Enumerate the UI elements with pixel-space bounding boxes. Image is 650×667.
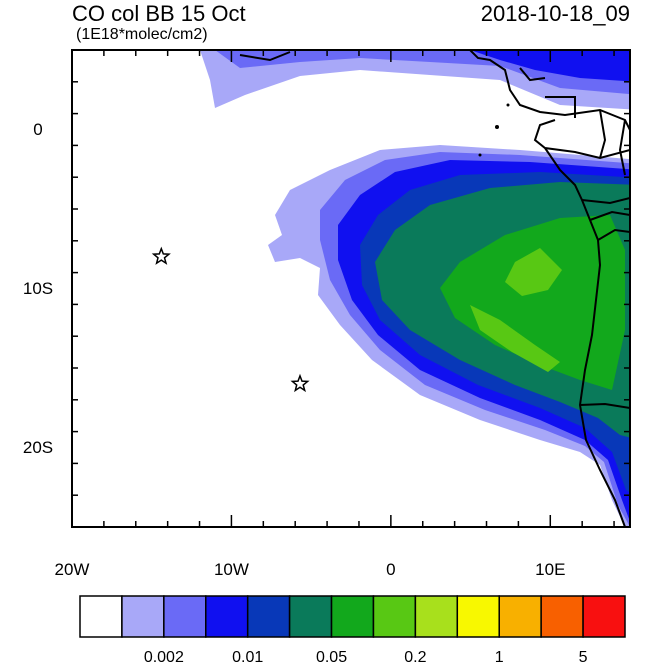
colorbar-label: 1 [494, 649, 504, 666]
co-plume-lightgreen-1 [505, 248, 562, 296]
colorbar-label: 5 [578, 649, 588, 666]
station-markers [151, 246, 310, 393]
datetime-label: 2018-10-18_09 [480, 1, 630, 26]
colorbar-swatch [205, 595, 249, 638]
border-north-1 [545, 96, 576, 118]
coastline-west-africa [469, 50, 630, 131]
x-tick-label: 10E [535, 560, 566, 579]
colorbar-swatch [330, 595, 375, 638]
units-label: (1E18*molec/cm2) [76, 26, 208, 43]
island-sao-tome [478, 153, 482, 157]
co-white-gap [455, 86, 630, 160]
y-tick-label: 0 [33, 119, 43, 139]
border-east [618, 119, 626, 176]
colorbar-label: 0.2 [404, 649, 427, 666]
x-tick-label: 0 [386, 560, 396, 579]
border-congo [597, 228, 630, 241]
x-tick-label: 20W [54, 560, 90, 579]
star-marker-st-helena [290, 373, 310, 393]
map-title: CO col BB 15 Oct [72, 1, 246, 26]
y-tick-label: 20S [22, 437, 54, 457]
colorbar [79, 595, 626, 638]
colorbar-swatch [456, 595, 500, 638]
colorbar-swatch [372, 595, 417, 638]
colorbar-swatch [540, 595, 584, 638]
border-north-2 [519, 67, 546, 82]
y-tick-label: 10S [22, 278, 54, 298]
border-gulf [581, 197, 630, 205]
colorbar-swatch [498, 595, 542, 638]
colorbar-swatch [246, 595, 291, 638]
axis-ticks [71, 49, 630, 528]
colorbar-label: 0.002 [143, 649, 184, 666]
border-nigeria-cameroon [599, 109, 607, 159]
co-field [200, 50, 630, 527]
colorbar-swatch [414, 595, 459, 638]
border-gabon [589, 210, 630, 221]
star-marker-ascension [151, 246, 171, 265]
islands [478, 103, 510, 157]
border-angola-namibia [579, 402, 630, 409]
colorbar-swatch [582, 595, 626, 638]
co-band-north-strong [470, 50, 630, 82]
island-bioko [495, 125, 499, 129]
colorbar-swatch [288, 595, 333, 638]
colorbar-swatch [121, 595, 165, 638]
colorbar-swatch [163, 595, 207, 638]
island-north [506, 103, 510, 107]
coastline-north-edge [239, 51, 291, 62]
colorbar-label: 0.05 [315, 649, 348, 666]
x-tick-label: 10W [213, 560, 249, 579]
co-plume-green [440, 215, 625, 390]
co-plume-lightgreen-2 [470, 305, 560, 372]
map-frame [71, 49, 631, 528]
coastline [239, 50, 630, 527]
colorbar-label: 0.01 [232, 649, 264, 666]
colorbar-swatch [79, 595, 123, 638]
